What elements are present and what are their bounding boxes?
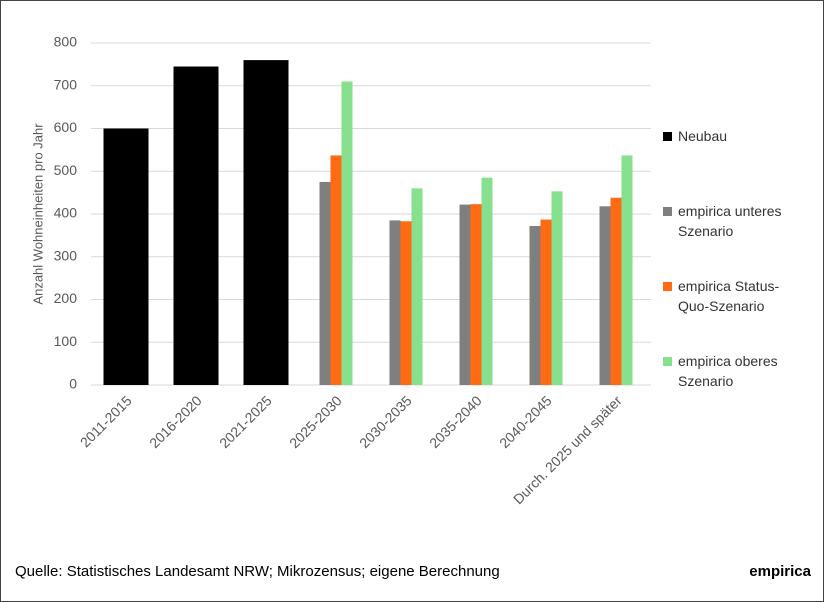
bar bbox=[411, 188, 423, 385]
x-tick-label: 2025-2030 bbox=[286, 392, 345, 451]
bar bbox=[103, 128, 149, 385]
legend-item: empirica unteres Szenario bbox=[663, 201, 803, 241]
legend-swatch bbox=[663, 357, 672, 366]
bar bbox=[330, 155, 342, 385]
logo: empirica bbox=[749, 563, 811, 580]
bar bbox=[481, 177, 493, 385]
y-tick-label: 500 bbox=[54, 162, 78, 178]
y-tick-label: 700 bbox=[54, 76, 78, 92]
y-tick-label: 200 bbox=[54, 290, 78, 306]
bar bbox=[470, 204, 482, 385]
x-tick-label: 2011-2015 bbox=[77, 392, 135, 450]
x-tick-label: 2035-2040 bbox=[426, 392, 485, 451]
legend-label: empirica oberes Szenario bbox=[678, 353, 778, 389]
bar bbox=[599, 206, 611, 385]
bar bbox=[319, 181, 331, 385]
bar bbox=[621, 155, 633, 385]
y-tick-label: 300 bbox=[54, 247, 78, 263]
y-tick-label: 400 bbox=[54, 205, 78, 221]
legend-swatch bbox=[663, 132, 672, 141]
legend-swatch bbox=[663, 207, 672, 216]
legend-swatch bbox=[663, 282, 672, 291]
y-axis-label: Anzahl Wohneinheiten pro Jahr bbox=[30, 123, 45, 305]
bar bbox=[243, 60, 289, 385]
legend-item: Neubau bbox=[663, 126, 803, 146]
bar bbox=[341, 81, 353, 385]
bar bbox=[529, 225, 541, 385]
bar bbox=[459, 204, 471, 385]
bar bbox=[400, 221, 412, 385]
x-tick-label: 2021-2025 bbox=[216, 392, 275, 451]
y-tick-label: 600 bbox=[54, 119, 78, 135]
legend-item: empirica Status-Quo-Szenario bbox=[663, 276, 803, 316]
x-tick-label: 2040-2045 bbox=[496, 392, 555, 451]
y-tick-label: 800 bbox=[54, 34, 78, 50]
legend-label: Neubau bbox=[678, 128, 728, 144]
legend-label: empirica unteres Szenario bbox=[678, 203, 782, 239]
legend-label: empirica Status-Quo-Szenario bbox=[678, 278, 780, 314]
source: Quelle: Statistisches Landesamt NRW; Mik… bbox=[15, 563, 500, 580]
y-tick-label: 100 bbox=[54, 333, 78, 349]
legend-item: empirica oberes Szenario bbox=[663, 351, 803, 391]
bar bbox=[610, 197, 622, 385]
bar bbox=[540, 219, 552, 385]
y-tick-label: 0 bbox=[69, 376, 77, 392]
chart: Anzahl Wohneinheiten pro Jahr 0 100 200 300… bbox=[30, 34, 651, 507]
bar bbox=[389, 220, 401, 385]
bar bbox=[551, 191, 563, 385]
bar bbox=[173, 66, 219, 385]
x-tick-label: 2030-2035 bbox=[356, 392, 415, 451]
x-tick-label: 2016-2020 bbox=[146, 392, 205, 451]
